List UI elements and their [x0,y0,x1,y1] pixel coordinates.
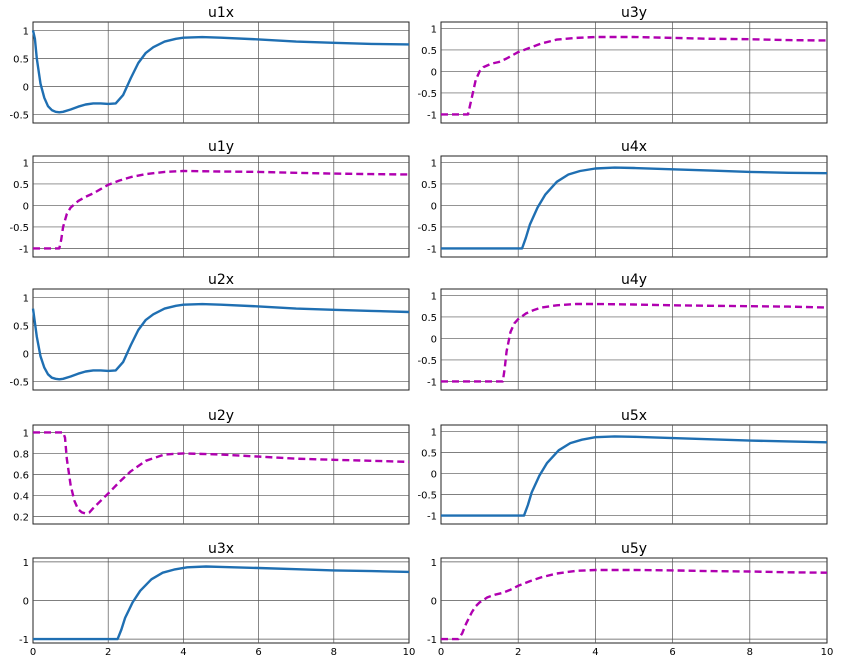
panel-u3x-xtick-label: 6 [255,647,261,658]
panel-u4y-ytick-label: 0.5 [421,313,437,324]
panel-u1y-ytick-label: -0.5 [9,223,29,234]
panel-u3y-axes-frame [440,21,828,124]
panel-u2x-series-line [31,302,410,381]
panel-u2y-ytick-label: 0.6 [13,471,29,482]
panel-u5x-ytick-label: 0.5 [421,448,437,459]
panel-u2x-ytick-label: 1 [23,293,29,304]
panel-u3y-ytick-label: 0.5 [421,46,437,57]
panel-u4x-ytick-label: -1 [427,244,437,255]
panel-u1x-series-line [31,30,410,114]
panel-u3x-xtick-label: 8 [331,647,337,658]
panel-u5y-xtick-label: 4 [592,647,598,658]
panel-u5y-ytick-label: 1 [431,558,437,569]
panel-u5y-xtick-label: 8 [747,647,753,658]
panel-u1y-ytick-label: 0 [23,201,29,212]
panel-u4x-series-line [441,166,828,250]
panel-u1x-ytick-label: 0 [23,83,29,94]
panel-u1y-ytick-label: 1 [23,158,29,169]
panel-u4x-ytick-label: 0.5 [421,180,437,191]
panel-u2y: 1 0.8 0.6 0.4 0.2 u2y [13,408,410,525]
panel-u2x-ytick-label: 0 [23,350,29,361]
panel-u3x-ytick-label: 0 [23,597,29,608]
panel-u3x-title: u3x [208,541,234,557]
panel-u1y-title: u1y [208,139,234,155]
panel-u1x-ytick-label: -0.5 [9,111,29,122]
panel-u1y-ytick-label: -1 [19,244,29,255]
panel-u4y-title: u4y [621,272,647,288]
panel-u3y-title: u3y [621,5,647,21]
panel-u2x-title: u2x [208,272,234,288]
panel-u5y-series-line [441,568,828,641]
panel-u4y-series-line [441,302,828,383]
panel-u4x-ytick-label: 1 [431,158,437,169]
panel-u2y-ytick-label: 0.4 [13,492,29,503]
panel-u4y: 1 0.5 0 -0.5 -1 u4y [417,272,828,391]
panel-u3y-ytick-label: -0.5 [417,89,437,100]
panel-u5y-xtick-label: 0 [438,647,444,658]
panel-u5x-series-line [441,435,828,517]
panel-u1y: 1 0.5 0 -0.5 -1 u1y [9,139,410,258]
panel-u3y-ytick-label: 1 [431,24,437,35]
panel-u3y: 1 0.5 0 -0.5 -1 u3y [417,5,828,124]
panel-u1y-ytick-label: 0.5 [13,180,29,191]
panel-u1y-axes-frame [32,155,410,258]
panel-u5y-title: u5y [621,541,647,557]
panel-u4y-ytick-label: -1 [427,377,437,388]
panel-u5x-ytick-label: 0 [431,469,437,480]
panel-u5y-ytick-label: 0 [431,597,437,608]
panel-u5x-ytick-label: 1 [431,427,437,438]
panel-u4x-ytick-label: -0.5 [417,223,437,234]
panel-u5x-ytick-label: -0.5 [417,491,437,502]
panel-u2x-ytick-label: -0.5 [9,378,29,389]
panel-u3y-ytick-label: -1 [427,110,437,121]
panel-u4y-ytick-label: 0 [431,334,437,345]
panel-u5y-xtick-label: 2 [515,647,521,658]
panel-u1x: 1 0.5 0 -0.5 u1x [9,5,410,124]
panel-u2y-ytick-label: 0.2 [13,513,29,524]
panel-u3y-ytick-label: 0 [431,67,437,78]
panel-u5x-ytick-label: -1 [427,512,437,523]
panel-u4x-title: u4x [621,139,647,155]
panel-u5x-title: u5x [621,408,647,424]
panel-u1x-ytick-label: 1 [23,26,29,37]
panel-u2x: 1 0.5 0 -0.5 u2x [9,272,410,391]
panel-u2y-ytick-label: 0.8 [13,449,29,460]
panel-u2y-title: u2y [208,408,234,424]
panel-u5y-xtick-label: 6 [669,647,675,658]
panel-u3y-series-line [441,35,828,116]
panel-u1x-title: u1x [208,5,234,21]
panel-u5x: 1 0.5 0 -0.5 -1 u5x [417,408,828,525]
panel-u3x-ytick-label: -1 [19,635,29,646]
panel-u2y-series-line [33,431,410,515]
panel-u4x-ytick-label: 0 [431,201,437,212]
panel-u4y-ytick-label: -0.5 [417,356,437,367]
panel-u4y-ytick-label: 1 [431,291,437,302]
panel-u3x-ytick-label: 1 [23,558,29,569]
panel-u2x-ytick-label: 0.5 [13,321,29,332]
panel-u3x-xtick-label: 2 [105,647,111,658]
panel-u2y-ytick-label: 1 [23,428,29,439]
panel-u3x-xtick-label: 0 [30,647,36,658]
panel-u1x-ytick-label: 0.5 [13,54,29,65]
panel-u3x-xtick-label: 10 [403,647,416,658]
panel-u4x: 1 0.5 0 -0.5 -1 u4x [417,139,828,258]
panel-u3x-series-line [33,565,410,641]
panel-u5y-xtick-label: 10 [821,647,834,658]
panel-u5y-ytick-label: -1 [427,635,437,646]
panel-u3x-xtick-label: 4 [180,647,186,658]
